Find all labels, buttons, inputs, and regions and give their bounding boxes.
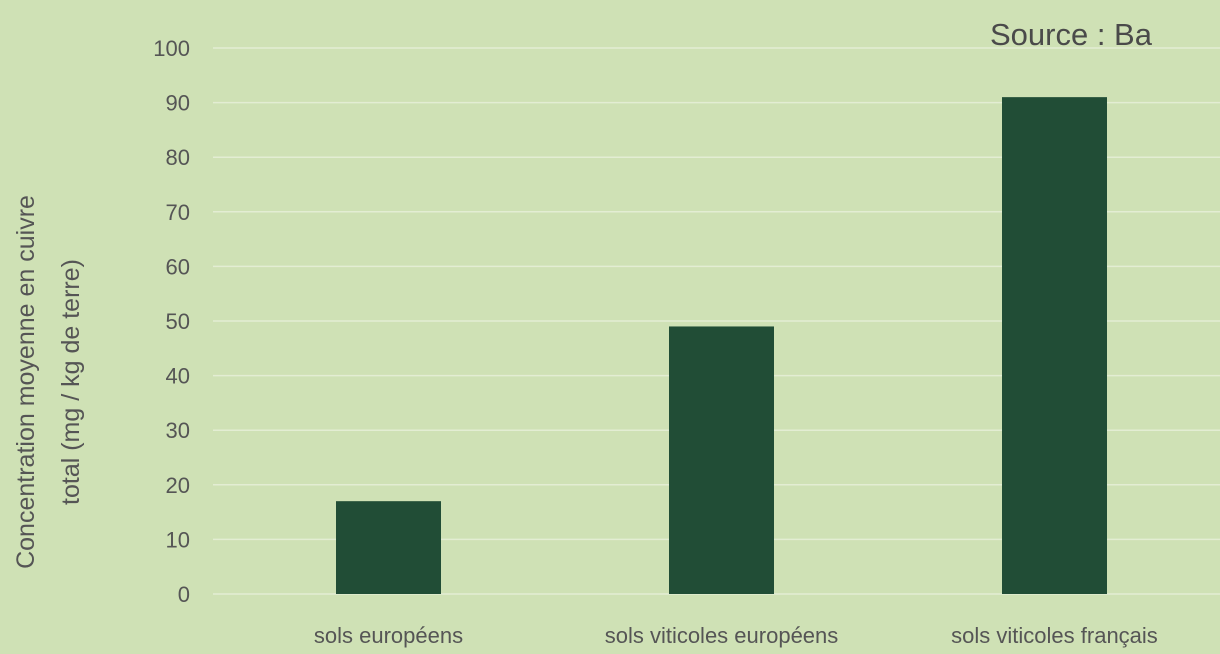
y-tick-labels: 0 10 20 30 40 50 60 70 80 90 100 (153, 36, 190, 607)
y-tick-label: 0 (178, 582, 190, 607)
y-tick-label: 40 (166, 364, 190, 389)
bars (336, 97, 1107, 594)
source-note: Source : Ba (990, 17, 1153, 52)
y-tick-label: 30 (166, 418, 190, 443)
y-tick-label: 80 (166, 145, 190, 170)
bar-3 (1002, 97, 1107, 594)
y-tick-label: 50 (166, 309, 190, 334)
y-axis-label-line-1: Concentration moyenne en cuivre (12, 195, 40, 569)
y-tick-label: 70 (166, 200, 190, 225)
x-tick-label: sols européens (314, 623, 463, 648)
x-tick-label: sols viticoles européens (605, 623, 839, 648)
y-tick-label: 100 (153, 36, 190, 61)
x-tick-labels: sols européens sols viticoles européens so… (314, 623, 1158, 648)
bar-1 (336, 501, 441, 594)
y-axis-label-line-2: total (mg / kg de terre) (57, 259, 85, 505)
y-tick-label: 10 (166, 527, 190, 552)
bar-2 (669, 326, 774, 594)
y-tick-label: 90 (166, 91, 190, 116)
y-tick-label: 20 (166, 473, 190, 498)
y-tick-label: 60 (166, 254, 190, 279)
x-tick-label: sols viticoles français (951, 623, 1158, 648)
